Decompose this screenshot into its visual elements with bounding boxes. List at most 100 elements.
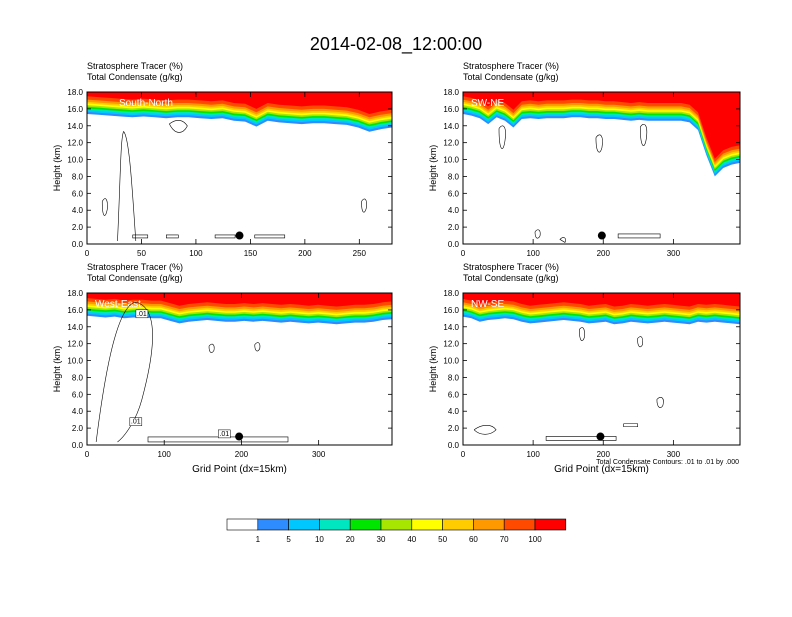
y-tick-label: 16.0: [67, 306, 83, 315]
x-tick-label: 200: [298, 249, 312, 258]
panel-4: Stratosphere Tracer (%)Total Condensate …: [428, 262, 741, 475]
x-tick-label: 300: [667, 249, 681, 258]
y-tick-label: 2.0: [448, 424, 460, 433]
y-tick-label: 16.0: [443, 105, 459, 114]
contour-line-6: [559, 237, 566, 243]
panel-1: Stratosphere Tracer (%)Total Condensate …: [52, 61, 393, 258]
legend-swatch-4: [349, 518, 382, 531]
x-tick-label: 300: [312, 450, 326, 459]
panel-title-line2: Total Condensate (g/kg): [87, 273, 183, 283]
contour-label-box: [218, 429, 231, 439]
y-tick-label: 18.0: [67, 88, 83, 97]
y-axis-label: Height (km): [428, 346, 438, 393]
y-tick-label: 8.0: [72, 373, 84, 382]
x-tick-label: 150: [244, 249, 258, 258]
y-tick-label: 16.0: [443, 306, 459, 315]
contour-line-2: [147, 436, 289, 443]
y-tick-label: 2.0: [72, 223, 84, 232]
y-tick-label: 18.0: [67, 289, 83, 298]
panel-title-line1: Stratosphere Tracer (%): [463, 262, 559, 272]
x-tick-label: 200: [597, 450, 611, 459]
contour-note: Total Condensate Contours: .01 to .01 by…: [596, 459, 739, 466]
contour-label-box: [135, 309, 149, 319]
contour-line-5: [656, 397, 664, 408]
x-tick-label: 50: [137, 249, 146, 258]
y-tick-label: 14.0: [443, 122, 459, 131]
panel-title-line2: Total Condensate (g/kg): [87, 72, 183, 82]
x-tick-label: 100: [526, 249, 540, 258]
location-marker: [235, 231, 244, 240]
y-axis-label: Height (km): [52, 346, 62, 393]
y-tick-label: 10.0: [443, 357, 459, 366]
contour-line-8: [361, 198, 367, 213]
panel-title-line1: Stratosphere Tracer (%): [463, 61, 559, 71]
contour-line-5: [534, 229, 541, 239]
tracer-field: [463, 92, 740, 177]
panel-2: Stratosphere Tracer (%)Total Condensate …: [428, 61, 741, 258]
y-tick-label: 0.0: [72, 441, 84, 450]
contour-line-5: [166, 234, 179, 239]
contour-line-2: [545, 436, 617, 441]
y-tick-label: 12.0: [67, 340, 83, 349]
location-marker: [235, 432, 244, 441]
y-tick-label: 18.0: [443, 88, 459, 97]
y-tick-label: 6.0: [448, 390, 460, 399]
x-axis-label: Grid Point (dx=15km): [554, 464, 649, 475]
plot-border: [86, 292, 393, 446]
y-axis-label: Height (km): [52, 145, 62, 192]
tracer-band-10: [87, 92, 392, 114]
legend-swatch-1: [257, 518, 289, 531]
y-tick-label: 14.0: [67, 323, 83, 332]
plot-border: [462, 91, 741, 245]
legend-label: 100: [528, 535, 542, 544]
condensate-contours: [101, 120, 367, 241]
x-tick-label: 300: [667, 450, 681, 459]
y-tick-label: 14.0: [443, 323, 459, 332]
y-tick-label: 8.0: [448, 172, 460, 181]
y-tick-label: 14.0: [67, 122, 83, 131]
panel-title-line2: Total Condensate (g/kg): [463, 72, 559, 82]
legend-swatch-3: [319, 518, 351, 531]
legend-label: 40: [407, 535, 416, 544]
x-tick-label: 0: [85, 249, 90, 258]
y-tick-label: 16.0: [67, 105, 83, 114]
legend-swatch-7: [442, 518, 474, 531]
x-tick-label: 250: [353, 249, 367, 258]
x-axis-label: Grid Point (dx=15km): [192, 464, 287, 475]
y-tick-label: 6.0: [72, 189, 84, 198]
panel-title-line2: Total Condensate (g/kg): [463, 273, 559, 283]
legend-label: 60: [469, 535, 478, 544]
legend-swatch-8: [473, 518, 505, 531]
tracer-field: [87, 92, 392, 132]
y-tick-label: 12.0: [443, 340, 459, 349]
y-tick-label: 0.0: [72, 240, 84, 249]
y-tick-label: 10.0: [67, 357, 83, 366]
legend-label: 30: [377, 535, 386, 544]
y-tick-label: 0.0: [448, 240, 460, 249]
x-tick-label: 100: [526, 450, 540, 459]
contour-line-3: [101, 198, 108, 216]
contour-line-1: [498, 125, 506, 149]
panel-title-line1: Stratosphere Tracer (%): [87, 61, 183, 71]
x-tick-label: 100: [158, 450, 172, 459]
legend-label: 20: [346, 535, 355, 544]
x-tick-label: 0: [461, 450, 466, 459]
x-tick-label: 200: [235, 450, 249, 459]
contour-label: .01: [131, 419, 141, 426]
x-tick-label: 0: [85, 450, 90, 459]
y-tick-label: 6.0: [72, 390, 84, 399]
tracer-band-6: [463, 92, 740, 168]
contour-line-6: [623, 423, 638, 428]
contour-line-4: [637, 336, 644, 348]
tracer-band-10: [87, 293, 392, 307]
y-axis-label: Height (km): [428, 145, 438, 192]
y-tick-label: 4.0: [448, 407, 460, 416]
y-tick-label: 12.0: [67, 139, 83, 148]
contour-line-7: [254, 234, 286, 239]
legend-label: 10: [315, 535, 324, 544]
figure-title: 2014-02-08_12:00:00: [310, 34, 482, 55]
y-tick-label: 18.0: [443, 289, 459, 298]
x-tick-label: 0: [461, 249, 466, 258]
contour-label: .01: [137, 311, 147, 318]
